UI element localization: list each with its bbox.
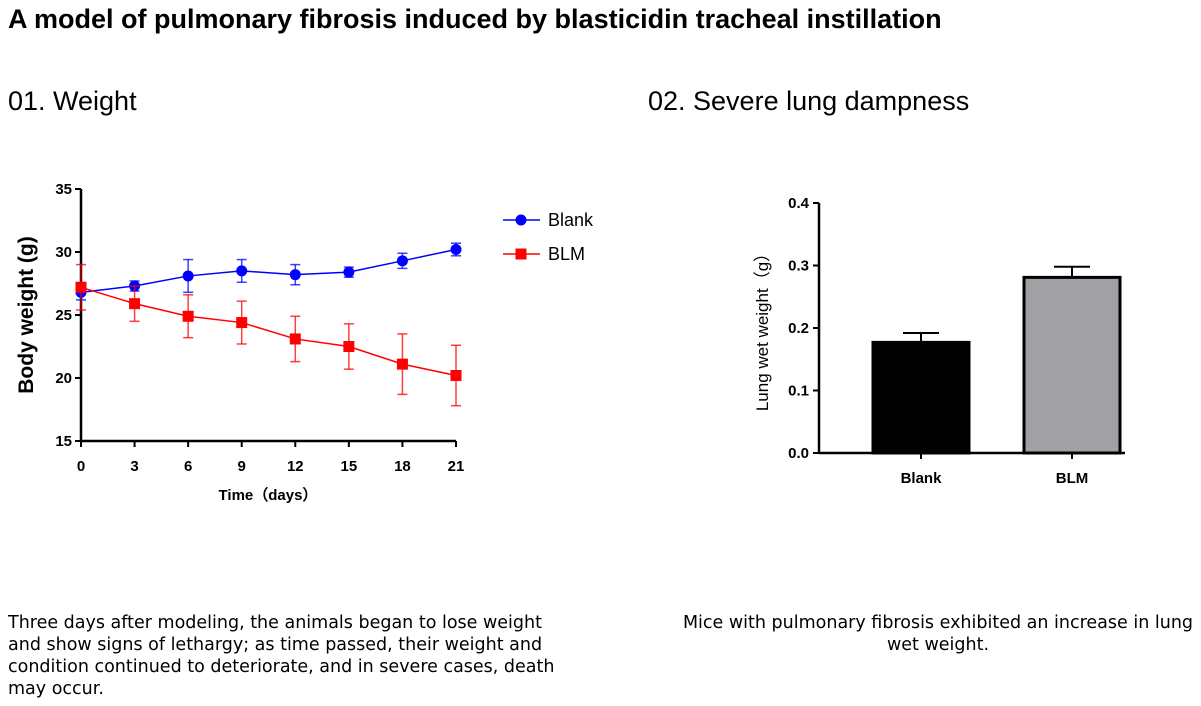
y-axis-label: Body weight (g) bbox=[15, 236, 38, 393]
legend-marker-blank bbox=[515, 214, 527, 226]
section-heading-lung: 02. Severe lung dampness bbox=[648, 86, 970, 116]
blank-series-line bbox=[80, 248, 457, 294]
lung-description: Mice with pulmonary fibrosis exhibited a… bbox=[682, 613, 1194, 655]
x-tick-label: 6 bbox=[184, 458, 192, 475]
blm-data-point bbox=[129, 298, 141, 310]
blm-series-line bbox=[80, 286, 457, 377]
y-tick-label: 30 bbox=[55, 244, 72, 261]
x-tick-label: 9 bbox=[238, 458, 246, 475]
blank-data-point bbox=[450, 243, 462, 255]
y-tick-label: 25 bbox=[55, 307, 72, 324]
y-axis-label: Lung wet weight（g） bbox=[753, 245, 772, 411]
x-tick-label: 0 bbox=[77, 458, 85, 475]
y-tick-label: 0.1 bbox=[788, 383, 809, 400]
blm-data-point bbox=[289, 333, 301, 345]
x-tick-label: 3 bbox=[130, 458, 138, 475]
y-tick-label: 0.3 bbox=[788, 258, 809, 275]
legend-label-blank: Blank bbox=[548, 210, 594, 230]
blm-data-point bbox=[236, 317, 248, 329]
blm-data-point bbox=[396, 358, 408, 370]
y-tick-label: 0.2 bbox=[788, 320, 809, 337]
blm-data-point bbox=[343, 341, 355, 352]
y-tick-label: 20 bbox=[55, 370, 72, 387]
x-tick-label: Blank bbox=[901, 470, 943, 487]
blank-data-point bbox=[236, 265, 248, 277]
x-tick-label: BLM bbox=[1056, 470, 1089, 487]
x-tick-label: 12 bbox=[287, 458, 304, 475]
blank-data-point bbox=[289, 269, 301, 281]
x-tick-label: 15 bbox=[341, 458, 358, 475]
blank-data-point bbox=[343, 266, 355, 278]
y-tick-label: 35 bbox=[55, 181, 72, 198]
y-tick-label: 15 bbox=[55, 433, 72, 450]
weight-description: Three days after modeling, the animals b… bbox=[8, 613, 555, 699]
page-title: A model of pulmonary fibrosis induced by… bbox=[8, 4, 942, 34]
section-heading-weight: 01. Weight bbox=[8, 86, 137, 116]
blm-data-point bbox=[75, 281, 87, 293]
legend-label-blm: BLM bbox=[548, 244, 585, 264]
blank-data-point bbox=[182, 270, 194, 282]
y-tick-label: 0.0 bbox=[788, 445, 809, 462]
x-axis-label: Time（days） bbox=[219, 486, 318, 504]
blank-bar bbox=[871, 340, 971, 455]
legend-marker-blm bbox=[515, 248, 527, 260]
blank-data-point bbox=[396, 255, 408, 267]
blm-bar bbox=[1022, 275, 1122, 455]
blm-data-point bbox=[182, 310, 194, 322]
blm-data-point bbox=[450, 369, 462, 381]
y-tick-label: 0.4 bbox=[788, 195, 810, 212]
x-tick-label: 18 bbox=[394, 458, 411, 475]
x-tick-label: 21 bbox=[448, 458, 465, 475]
